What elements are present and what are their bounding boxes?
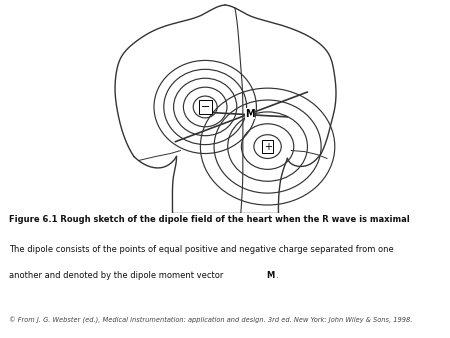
- Text: another and denoted by the dipole moment vector: another and denoted by the dipole moment…: [9, 271, 226, 280]
- Text: The dipole consists of the points of equal positive and negative charge separate: The dipole consists of the points of equ…: [9, 245, 394, 254]
- Text: © From J. G. Webster (ed.), Medical instrumentation: application and design. 3rd: © From J. G. Webster (ed.), Medical inst…: [9, 316, 412, 323]
- Text: M: M: [266, 271, 274, 280]
- Text: −: −: [201, 102, 210, 112]
- Text: +: +: [264, 142, 272, 151]
- Text: .: .: [274, 271, 277, 280]
- Text: Figure 6.1 Rough sketch of the dipole field of the heart when the R wave is maxi: Figure 6.1 Rough sketch of the dipole fi…: [9, 215, 410, 224]
- Text: M: M: [245, 109, 255, 119]
